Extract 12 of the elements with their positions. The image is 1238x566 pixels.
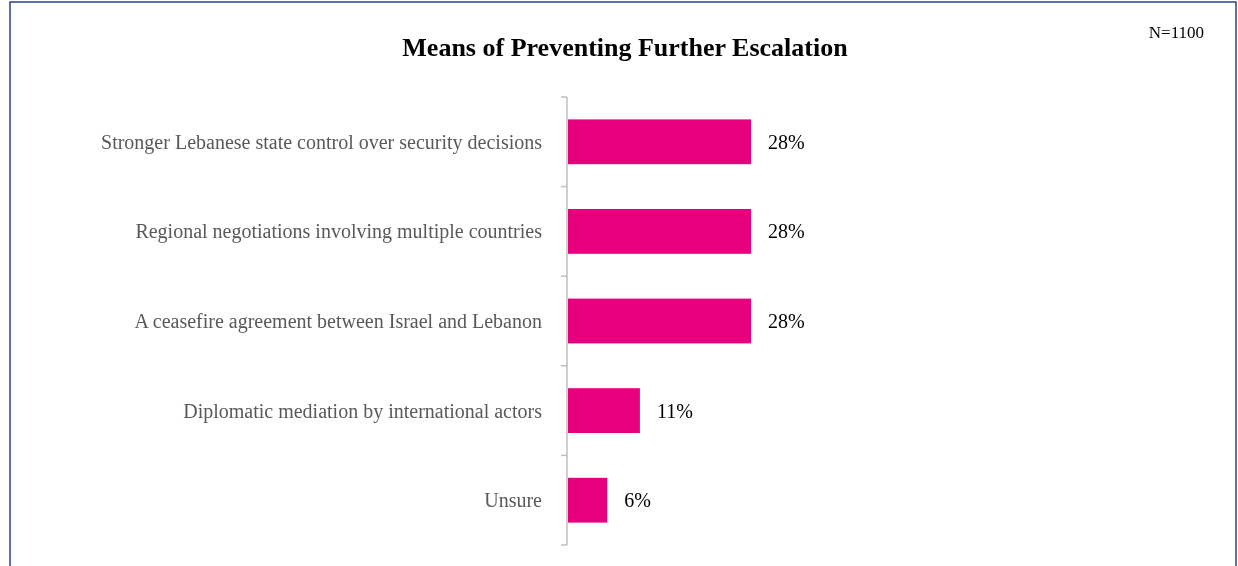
y-tick-label: A ceasefire agreement between Israel and Lebanon — [134, 310, 542, 333]
chart-title: Means of Preventing Further Escalation — [402, 33, 849, 62]
data-label: 28% — [768, 220, 805, 243]
y-tick-label: Unsure — [484, 489, 543, 512]
y-tick-label: Regional negotiations involving multiple countries — [135, 220, 543, 244]
y-tick-label: Stronger Lebanese state control over security decisions — [101, 130, 543, 154]
data-label: 28% — [768, 310, 805, 332]
data-label: 28% — [768, 130, 805, 153]
y-tick-label: Diplomatic mediation by international actors — [183, 399, 543, 423]
data-label: 6% — [624, 489, 651, 512]
data-label: 11% — [656, 399, 693, 422]
text: N=1100 — [1148, 23, 1204, 42]
